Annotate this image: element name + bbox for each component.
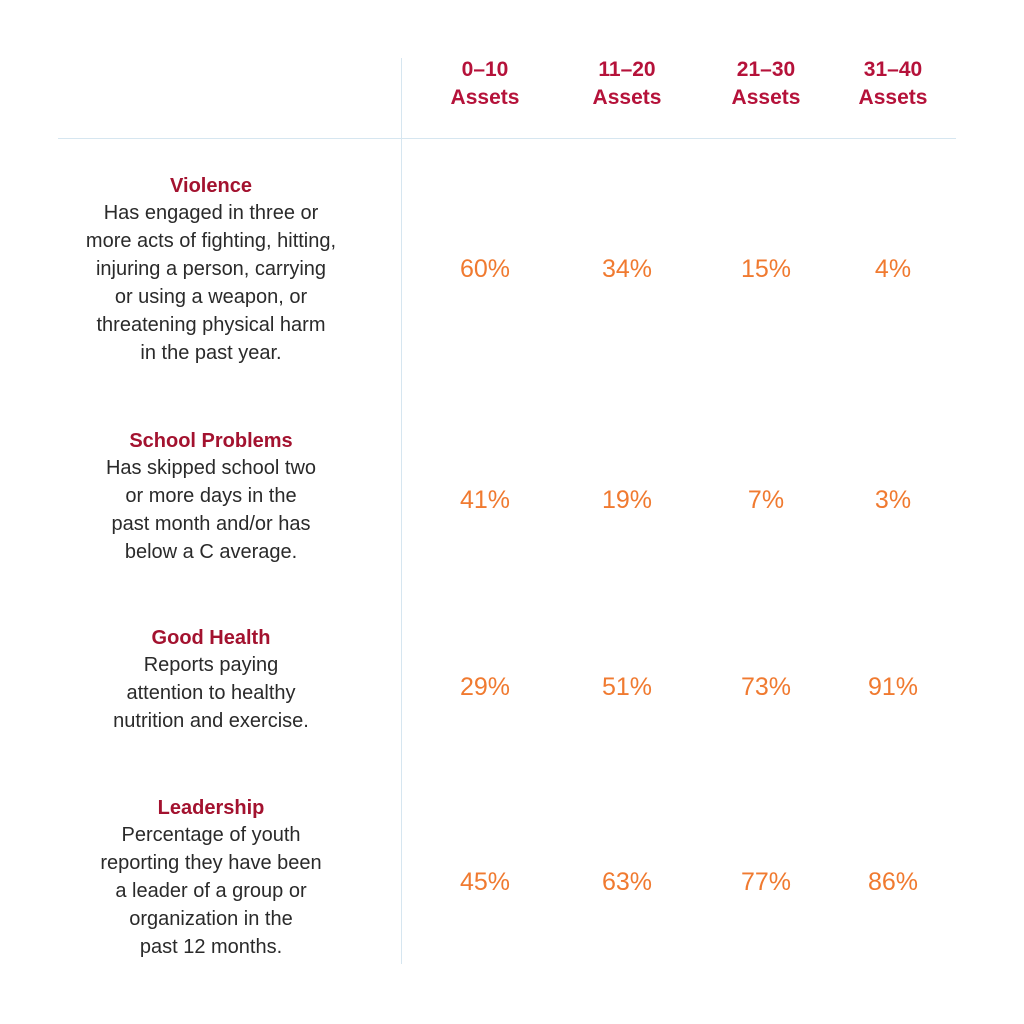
row-description-line: more acts of fighting, hitting, xyxy=(85,230,337,252)
value-cell: 77% xyxy=(740,868,792,896)
row-title: Leadership xyxy=(157,797,265,819)
row-description-line: past month and/or has xyxy=(111,513,311,535)
column-header-unit: Assets xyxy=(731,86,801,109)
row-description-line: Has skipped school two xyxy=(105,457,317,479)
column-header: 11–20 Assets xyxy=(572,56,682,112)
value-cell: 15% xyxy=(740,255,792,283)
row-label: Violence Has engaged in three or more acts… xyxy=(46,173,376,367)
row-title: Good Health xyxy=(151,627,271,649)
column-header: 0–10 Assets xyxy=(430,56,540,112)
value-cell: 63% xyxy=(601,868,653,896)
column-header-range: 0–10 xyxy=(461,58,509,81)
row-description-line: or more days in the xyxy=(125,485,297,507)
row-title: School Problems xyxy=(129,430,293,452)
value-cell: 91% xyxy=(867,673,919,701)
value-cell: 41% xyxy=(459,486,511,514)
value-cell: 60% xyxy=(459,255,511,283)
column-header-range: 21–30 xyxy=(736,58,796,81)
value-cell: 34% xyxy=(601,255,653,283)
column-header-range: 11–20 xyxy=(598,58,656,81)
value-cell: 4% xyxy=(874,255,912,283)
row-description-line: injuring a person, carrying xyxy=(95,258,327,280)
value-cell: 45% xyxy=(459,868,511,896)
header-rule xyxy=(58,138,956,139)
column-header: 21–30 Assets xyxy=(711,56,821,112)
row-label: Leadership Percentage of youth reporting t… xyxy=(46,795,376,961)
column-divider xyxy=(401,58,402,964)
value-cell: 86% xyxy=(867,868,919,896)
value-cell: 73% xyxy=(740,673,792,701)
row-description-line: Percentage of youth xyxy=(121,824,301,846)
row-description-line: nutrition and exercise. xyxy=(113,710,309,732)
value-cell: 51% xyxy=(601,673,653,701)
column-header-range: 31–40 xyxy=(863,58,923,81)
value-cell: 29% xyxy=(459,673,511,701)
row-description-line: attention to healthy xyxy=(126,682,296,704)
row-description-line: Reports paying xyxy=(143,654,279,676)
column-header: 31–40 Assets xyxy=(838,56,948,112)
row-description-line: Has engaged in three or xyxy=(103,202,319,224)
column-header-unit: Assets xyxy=(592,86,662,109)
column-header-unit: Assets xyxy=(858,86,928,109)
row-description-line: below a C average. xyxy=(124,541,298,563)
value-cell: 3% xyxy=(874,486,912,514)
row-description-line: a leader of a group or xyxy=(115,880,307,902)
row-title: Violence xyxy=(170,175,252,197)
value-cell: 7% xyxy=(747,486,785,514)
column-header-unit: Assets xyxy=(450,86,520,109)
row-description-line: or using a weapon, or xyxy=(114,286,308,308)
row-description-line: organization in the xyxy=(129,908,293,930)
row-description-line: reporting they have been xyxy=(100,852,322,874)
value-cell: 19% xyxy=(601,486,653,514)
row-label: School Problems Has skipped school two or … xyxy=(46,428,376,566)
row-description-line: past 12 months. xyxy=(139,936,283,958)
row-description-line: threatening physical harm xyxy=(96,314,326,336)
row-description-line: in the past year. xyxy=(140,342,282,364)
row-label: Good Health Reports paying attention to he… xyxy=(46,625,376,735)
